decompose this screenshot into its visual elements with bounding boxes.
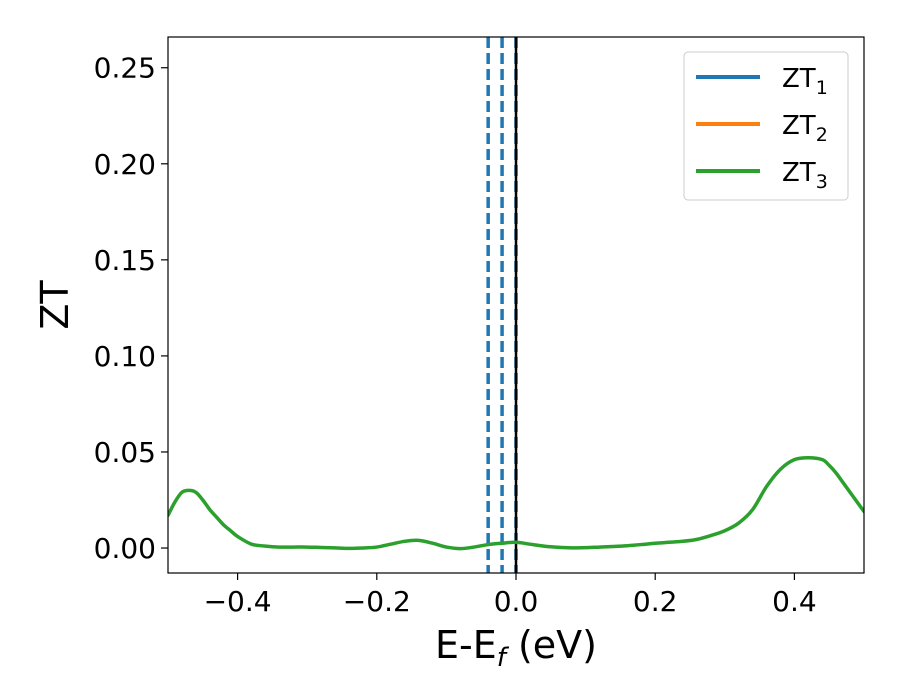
series-line-zt3 <box>168 455 864 551</box>
x-axis-label-suffix: (eV) <box>506 623 597 667</box>
x-tick-label: −0.2 <box>343 585 411 618</box>
legend-label-zt3: ZT3 <box>782 158 828 193</box>
ticks-layer: −0.4 −0.2 0.0 0.2 0.4 0.00 0.05 0.10 0.15 0.20 0.2… <box>94 52 817 618</box>
x-tick-label: 0.4 <box>772 585 817 618</box>
legend-label-zt1: ZT1 <box>782 64 828 99</box>
y-tick-label: 0.10 <box>94 340 156 373</box>
y-tick-label: 0.05 <box>94 436 156 469</box>
y-tick-label: 0.20 <box>94 148 156 181</box>
y-axis-label: ZT <box>33 280 77 330</box>
y-tick-label: 0.15 <box>94 244 156 277</box>
series-layer <box>168 455 864 551</box>
x-axis-label-main: E-E <box>435 623 497 667</box>
legend-entry-zt1: ZT1 <box>696 64 828 99</box>
x-axis-label: E-Ef (eV) <box>435 623 597 673</box>
legend-entry-zt2: ZT2 <box>696 111 828 146</box>
x-tick-label: 0.0 <box>494 585 539 618</box>
legend-entry-zt3: ZT3 <box>696 158 828 193</box>
legend-frame <box>683 51 849 201</box>
legend: ZT1 ZT2 ZT3 <box>683 51 849 201</box>
y-tick-label: 0.25 <box>94 52 156 85</box>
legend-label-zt2: ZT2 <box>782 111 828 146</box>
vertical-lines-layer <box>486 37 518 573</box>
y-tick-label: 0.00 <box>94 532 156 565</box>
x-tick-label: 0.2 <box>633 585 678 618</box>
x-tick-label: −0.4 <box>204 585 272 618</box>
